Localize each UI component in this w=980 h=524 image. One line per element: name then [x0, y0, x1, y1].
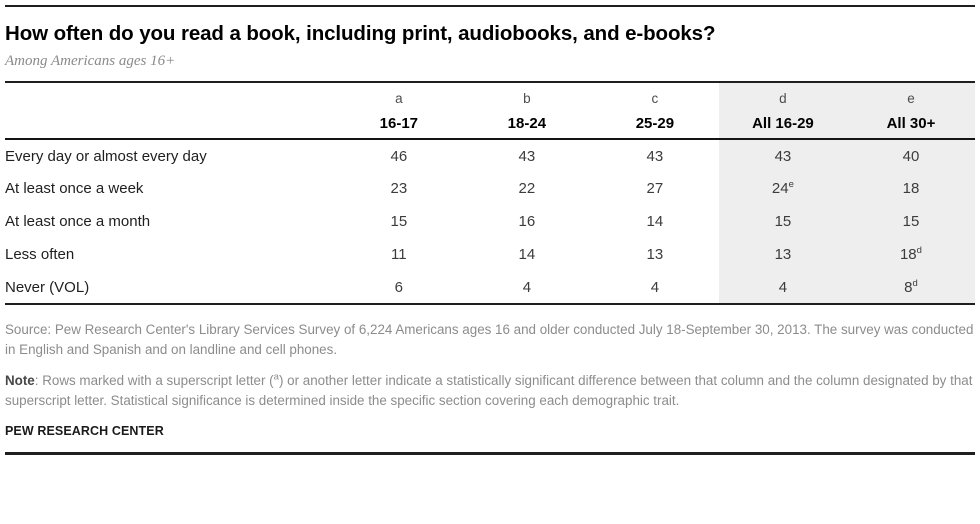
value-cell: 24e	[718, 172, 847, 205]
value-cell: 14	[646, 213, 664, 230]
value-cell: 40	[846, 139, 975, 172]
significance-superscript: e	[788, 179, 794, 190]
column-letter-c: c	[651, 91, 659, 106]
row-label: Never (VOL)	[5, 271, 335, 305]
column-header-c: 25-29	[590, 109, 719, 140]
value-cell: 4	[590, 271, 719, 305]
table-row: Every day or almost every day 46 43 43 43 40	[5, 139, 975, 172]
column-header-a: 16-17	[334, 109, 463, 140]
value-cell: 14	[518, 246, 536, 263]
column-letter-b: b	[523, 91, 531, 106]
value-cell: 22	[518, 180, 536, 197]
row-label: At least once a month	[5, 213, 151, 230]
page-title: How often do you read a book, including …	[5, 22, 716, 45]
note-label: Note	[5, 373, 35, 389]
note-text-before-superscript: : Rows marked with a superscript letter …	[34, 373, 274, 389]
value-cell: 15	[846, 205, 975, 238]
page-subtitle: Among Americans ages 16+	[5, 53, 176, 69]
value-cell: 16	[518, 213, 536, 230]
table-body: Every day or almost every day 46 43 43 43 40 A…	[5, 139, 975, 305]
column-header-e: All 30+	[846, 109, 975, 140]
table-row: Never (VOL) 6 4 4 4 8d	[5, 271, 975, 305]
column-header-b: 18-24	[462, 109, 591, 140]
row-label: At least once a week	[5, 180, 144, 197]
table-row: At least once a week 23 22 27 24e 18	[5, 172, 975, 205]
significance-superscript: d	[916, 245, 922, 256]
value-cell: 18d	[846, 238, 975, 271]
value-cell: 6	[334, 271, 463, 305]
value-cell: 43	[646, 147, 664, 165]
bottom-rule	[5, 451, 975, 455]
report-page: How often do you read a book, including …	[0, 5, 980, 455]
column-headers-row: 16-17 18-24 25-29 All 16-29 All 30+	[5, 109, 975, 140]
value-cell: 15	[718, 205, 847, 238]
note-superscript-a: a	[273, 371, 279, 383]
source-paragraph: Source: Pew Research Center's Library Se…	[5, 322, 974, 357]
value-cell: 4	[462, 271, 591, 305]
value-cell: 23	[390, 180, 408, 197]
significance-superscript: d	[912, 277, 918, 289]
row-label: Less often	[5, 246, 75, 263]
note-text-after-superscript: ) or another letter indicate a statistic…	[5, 373, 973, 409]
value-cell: 15	[390, 213, 408, 230]
value-cell: 11	[391, 246, 407, 263]
value-cell: 27	[646, 180, 664, 197]
value-cell: 13	[646, 246, 664, 263]
top-rule	[5, 5, 975, 7]
value-cell: 18	[846, 172, 975, 205]
column-letter-e: e	[846, 82, 975, 109]
note-paragraph: Note: Rows marked with a superscript let…	[5, 371, 975, 410]
column-letter-d: d	[718, 82, 847, 109]
row-label: Every day or almost every day	[5, 147, 207, 165]
pew-research-center-wordmark: PEW RESEARCH CENTER	[5, 423, 164, 438]
corner-cell	[5, 82, 335, 109]
value-cell: 4	[718, 271, 847, 305]
value-cell: 8d	[846, 271, 975, 305]
value-cell: 43	[518, 147, 536, 165]
value-cell: 43	[718, 139, 847, 172]
table-row: At least once a month 15 16 14 15 15	[5, 205, 975, 238]
column-header-d: All 16-29	[718, 109, 847, 140]
column-letter-a: a	[395, 91, 403, 106]
corner-cell	[5, 109, 335, 140]
value-cell: 13	[718, 238, 847, 271]
value-cell: 46	[390, 147, 408, 165]
table-row: Less often 11 14 13 13 18d	[5, 238, 975, 271]
